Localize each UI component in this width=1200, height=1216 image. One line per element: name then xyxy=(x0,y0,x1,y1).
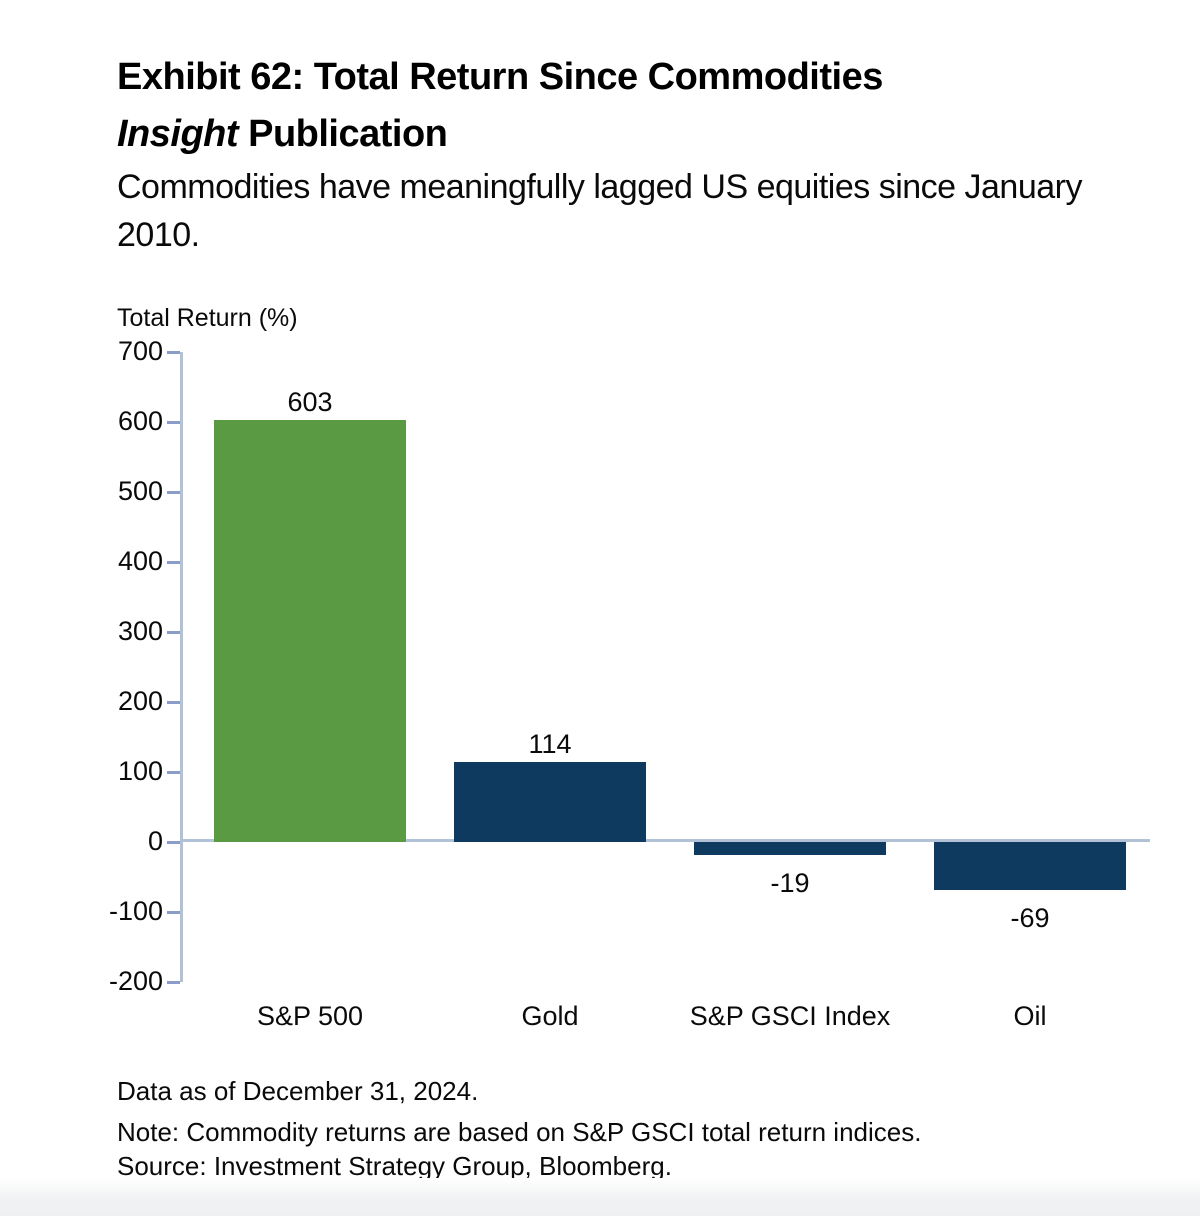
x-axis-category-label: S&P 500 xyxy=(256,1001,364,1031)
bar-value-label: 603 xyxy=(287,386,333,417)
bar-value-label: -19 xyxy=(770,868,810,899)
y-axis-tick xyxy=(167,631,180,634)
y-axis-tick-label: -200 xyxy=(108,966,163,996)
y-axis-tick-label: 400 xyxy=(117,546,163,576)
y-axis-tick xyxy=(167,561,180,564)
exhibit-title-line1: Exhibit 62: Total Return Since Commoditi… xyxy=(117,56,883,98)
y-axis-tick-label: 600 xyxy=(117,406,163,436)
y-axis-tick-label: 700 xyxy=(117,336,163,366)
bar-gold xyxy=(454,762,646,842)
y-axis-tick xyxy=(167,981,180,984)
y-axis-tick-label: 0 xyxy=(147,826,163,856)
y-axis-tick-label: 300 xyxy=(117,616,163,646)
y-axis-tick-label: 100 xyxy=(117,756,163,786)
y-axis-tick xyxy=(167,771,180,774)
exhibit-title-publication: Publication xyxy=(248,113,448,155)
y-axis-tick xyxy=(167,351,180,354)
x-axis-category-label: Oil xyxy=(1013,1001,1047,1031)
x-axis-category-label: S&P GSCI Index xyxy=(689,1001,891,1031)
y-axis-tick-label: 500 xyxy=(117,476,163,506)
y-axis-tick xyxy=(167,421,180,424)
bar-value-label: -69 xyxy=(1010,903,1050,934)
y-axis-tick xyxy=(167,841,180,844)
footnote-data-as-of: Data as of December 31, 2024. xyxy=(117,1076,479,1106)
y-axis-tick-label: 200 xyxy=(117,686,163,716)
bar-s-p-500 xyxy=(214,419,406,842)
zero-baseline xyxy=(180,839,1150,842)
footnote-source: Source: Investment Strategy Group, Bloom… xyxy=(117,1151,672,1181)
y-axis-tick-label: -100 xyxy=(108,896,163,926)
x-axis-category-label: Gold xyxy=(521,1001,579,1031)
footnote-note: Note: Commodity returns are based on S&P… xyxy=(117,1117,922,1147)
exhibit-title-line2: Insight Publication xyxy=(117,106,1137,163)
bar-oil xyxy=(934,842,1126,891)
exhibit-title-insight: Insight xyxy=(117,113,239,155)
bar-s-p-gsci-index xyxy=(694,842,886,856)
y-axis-tick xyxy=(167,491,180,494)
y-axis-line xyxy=(180,352,183,982)
exhibit-title: Exhibit 62: Total Return Since Commoditi… xyxy=(117,49,1137,163)
bar-chart: 700 600 500 400 300 200 100 0 -100 -200 603 S&P 500… xyxy=(0,336,1200,1039)
y-axis-title: Total Return (%) xyxy=(117,304,298,332)
y-axis-tick xyxy=(167,701,180,704)
bottom-page-band xyxy=(0,1178,1200,1216)
chart-subtitle: Commodities have meaningfully lagged US … xyxy=(117,168,1082,254)
y-axis-tick xyxy=(167,911,180,914)
bar-value-label: 114 xyxy=(528,729,572,760)
